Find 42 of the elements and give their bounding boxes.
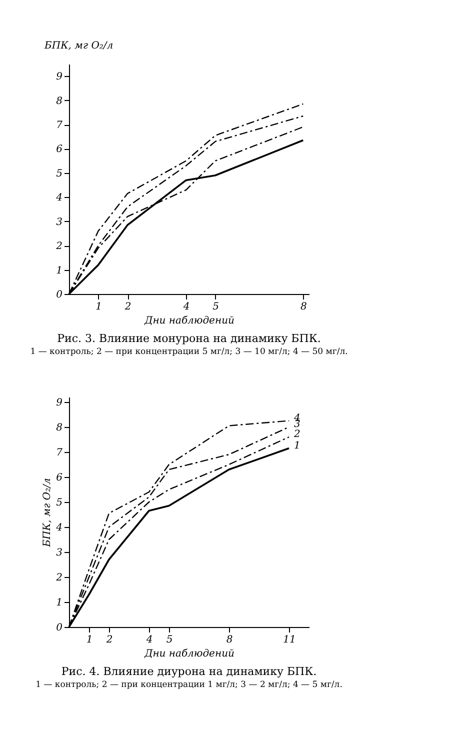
y-axis-title: БПК, мг O₂/л [42,478,54,548]
x-tick-label: 2 [124,302,132,312]
text: 1 — контроль; 2 — при концентрации 5 мг/л; 3 — 10 мг/л; 4 — 50 мг/л. [30,347,348,357]
y-tick-label: 6 [56,144,64,156]
y-tick-label: 0 [56,622,64,634]
y-tick-label: 8 [56,96,62,107]
y-tick-label: 7 [56,120,64,132]
text: Рис. 3. Влияние монурона на динамику БПК. [57,332,321,345]
series-label: 1 [294,440,300,452]
y-tick-label: 4 [55,522,62,534]
series-label: 3 [294,419,300,430]
x-tick-label: 1 [86,634,93,646]
y-tick-label: 5 [56,168,62,180]
x-tick-label: 1 [96,302,102,312]
y-tick-label: 9 [56,398,64,408]
x-tick-label: 8 [300,302,307,312]
x-tick-label: 4 [182,302,190,312]
x-tick-label: 5 [212,302,220,312]
y-tick-label: 9 [56,72,64,83]
x-tick-label: 5 [166,634,173,646]
text: Рис. 4. Влияние диурона на динамику БПК. [61,665,317,678]
y-tick-label: 7 [56,448,64,458]
y-tick-label: 4 [55,192,62,204]
y-tick-label: 2 [55,572,62,584]
x-tick-label: 2 [105,634,113,646]
y-tick-label: 2 [55,241,62,252]
y-tick-label: 1 [56,598,62,608]
y-tick-label: 1 [56,265,62,276]
y-tick-label: 3 [56,548,62,558]
x-axis-title: Дни наблюдений [144,316,234,326]
text: 1 — контроль; 2 — при концентрации 1 мг/л; 3 — 2 мг/л; 4 — 5 мг/л. [36,680,342,690]
y-tick-label: 6 [56,472,64,484]
x-tick-label: 4 [145,634,153,646]
y-tick-label: 8 [56,422,62,434]
y-axis-title: БПК, мг O₂/л [44,40,114,52]
y-tick-label: 0 [56,290,64,300]
x-axis-title: Дни наблюдений [144,648,234,660]
y-tick-label: 3 [56,216,62,228]
x-tick-label: 8 [226,634,233,646]
x-tick-label: 11 [283,634,296,646]
y-tick-label: 5 [56,498,62,508]
series-label: 2 [293,429,300,440]
